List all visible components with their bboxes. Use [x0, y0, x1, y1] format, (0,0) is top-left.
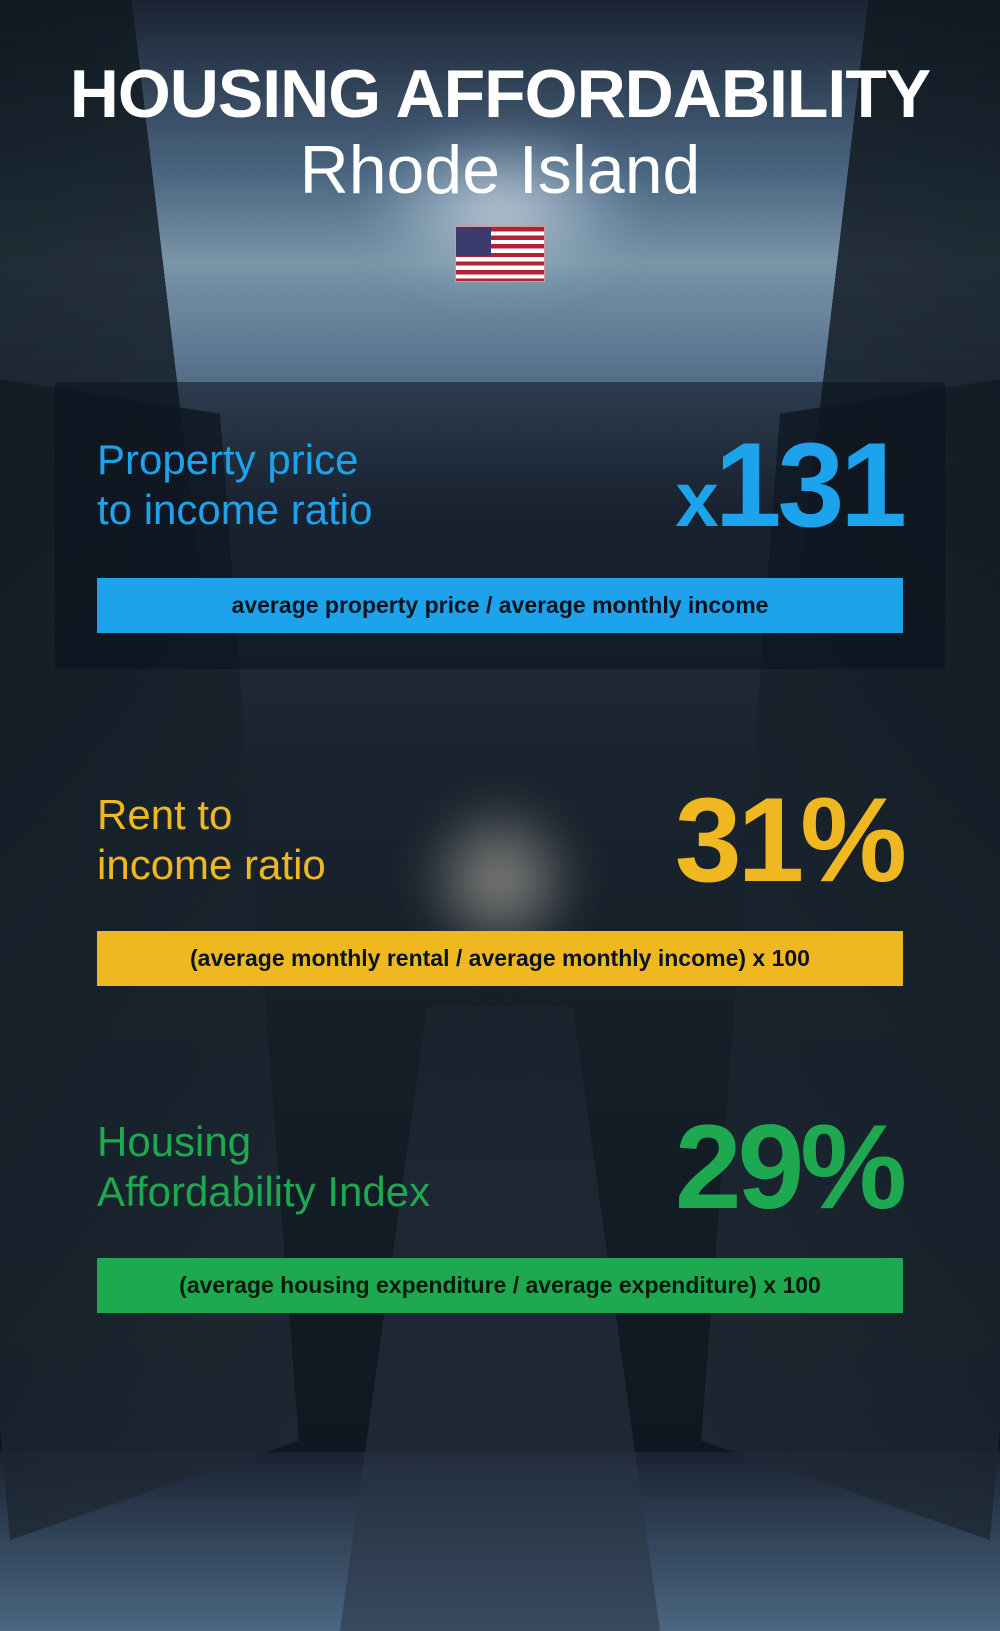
- metric-label-rent: Rent toincome ratio: [97, 790, 326, 891]
- formula-bar-rent: (average monthly rental / average monthl…: [97, 931, 903, 986]
- metric-card-rent: Rent toincome ratio 31% (average monthly…: [55, 749, 945, 986]
- content-container: HOUSING AFFORDABILITY Rhode Island Prope…: [0, 0, 1000, 1313]
- metric-label-property-price: Property priceto income ratio: [97, 435, 372, 536]
- metric-row: HousingAffordability Index 29%: [97, 1116, 903, 1218]
- metric-row: Property priceto income ratio x131: [97, 434, 903, 536]
- formula-bar-affordability: (average housing expenditure / average e…: [97, 1258, 903, 1313]
- page-title-sub: Rhode Island: [55, 136, 945, 204]
- page-title-main: HOUSING AFFORDABILITY: [55, 60, 945, 128]
- metric-number: 131: [715, 418, 903, 552]
- metric-prefix: x: [675, 455, 714, 543]
- metric-card-property-price: Property priceto income ratio x131 avera…: [55, 382, 945, 669]
- formula-bar-property-price: average property price / average monthly…: [97, 578, 903, 633]
- metric-row: Rent toincome ratio 31%: [97, 789, 903, 891]
- us-flag-icon: [455, 226, 545, 282]
- metric-card-affordability: HousingAffordability Index 29% (average …: [55, 1076, 945, 1313]
- metric-value-property-price: x131: [675, 434, 903, 536]
- flag-container: [55, 226, 945, 287]
- metric-label-affordability: HousingAffordability Index: [97, 1117, 430, 1218]
- metric-value-rent: 31%: [675, 789, 903, 891]
- metric-value-affordability: 29%: [675, 1116, 903, 1218]
